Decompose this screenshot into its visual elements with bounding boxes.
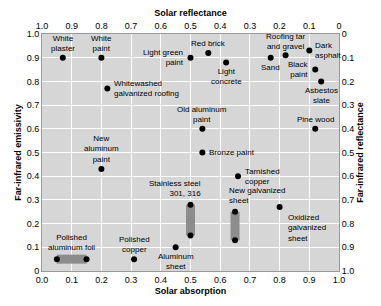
svg-text:0.5: 0.5 [342, 148, 355, 158]
svg-text:0.8: 0.8 [95, 21, 108, 31]
svg-text:0.7: 0.7 [27, 100, 40, 110]
svg-text:Asbestosslate: Asbestosslate [305, 86, 338, 105]
svg-text:New galvanizedsheet: New galvanizedsheet [229, 186, 285, 205]
svg-text:Whitepaint: Whitepaint [91, 34, 112, 53]
svg-text:0.9: 0.9 [27, 53, 40, 63]
svg-text:0.8: 0.8 [342, 219, 355, 229]
svg-text:Lightconcrete: Lightconcrete [211, 67, 242, 86]
svg-text:0.8: 0.8 [27, 77, 40, 87]
svg-text:Far-infrared reflectance: Far-infrared reflectance [355, 102, 365, 203]
svg-text:0.3: 0.3 [244, 21, 257, 31]
svg-text:0.7: 0.7 [125, 21, 138, 31]
svg-text:0.7: 0.7 [342, 195, 355, 205]
svg-text:0.4: 0.4 [27, 171, 40, 181]
svg-text:0.6: 0.6 [155, 21, 168, 31]
svg-text:0.8: 0.8 [273, 275, 286, 285]
svg-text:Bronze paint: Bronze paint [209, 148, 255, 157]
svg-text:1.0: 1.0 [342, 266, 355, 276]
svg-text:Roofing tarand gravel: Roofing tarand gravel [266, 32, 305, 51]
svg-text:0.1: 0.1 [27, 242, 40, 252]
svg-text:0.1: 0.1 [342, 53, 355, 63]
svg-text:0.1: 0.1 [303, 21, 316, 31]
svg-text:0.9: 0.9 [65, 21, 78, 31]
svg-text:1.0: 1.0 [36, 21, 49, 31]
svg-text:0.7: 0.7 [244, 275, 257, 285]
svg-text:Pine wood: Pine wood [297, 115, 334, 124]
svg-text:Red brick: Red brick [191, 39, 226, 48]
svg-text:Polishedaluminum foil: Polishedaluminum foil [48, 233, 95, 252]
svg-text:0.2: 0.2 [273, 21, 286, 31]
svg-text:0: 0 [342, 29, 347, 39]
svg-text:Stainless steel301, 316: Stainless steel301, 316 [149, 179, 201, 198]
svg-text:Whiteplaster: Whiteplaster [51, 34, 75, 53]
svg-text:Far-infrared emissivity: Far-infrared emissivity [13, 104, 23, 201]
svg-text:0.3: 0.3 [342, 100, 355, 110]
svg-text:Old aluminumpaint: Old aluminumpaint [177, 105, 227, 124]
svg-text:Solar reflectance: Solar reflectance [154, 8, 227, 18]
svg-text:0.4: 0.4 [342, 124, 355, 134]
svg-text:0: 0 [34, 266, 39, 276]
svg-text:0.6: 0.6 [27, 124, 40, 134]
svg-text:Sand: Sand [261, 63, 280, 72]
svg-text:Aluminumsheet: Aluminumsheet [158, 252, 194, 271]
svg-text:0.9: 0.9 [342, 242, 355, 252]
svg-text:0.4: 0.4 [214, 21, 227, 31]
svg-text:0: 0 [336, 21, 341, 31]
svg-text:0.3: 0.3 [27, 195, 40, 205]
svg-text:0.2: 0.2 [95, 275, 108, 285]
svg-text:0.5: 0.5 [27, 148, 40, 158]
svg-text:0.5: 0.5 [184, 275, 197, 285]
svg-text:0.4: 0.4 [155, 275, 168, 285]
svg-text:Oxidizedgalvanizedsheet: Oxidizedgalvanizedsheet [288, 213, 326, 243]
svg-text:Polishedcopper: Polishedcopper [119, 235, 150, 254]
svg-text:0.2: 0.2 [27, 219, 40, 229]
svg-text:Blackpaint: Blackpaint [288, 60, 309, 79]
svg-text:0.3: 0.3 [125, 275, 138, 285]
svg-text:0.1: 0.1 [65, 275, 78, 285]
svg-text:1.0: 1.0 [27, 29, 40, 39]
svg-text:0.2: 0.2 [342, 77, 355, 87]
svg-text:0.6: 0.6 [214, 275, 227, 285]
svg-text:Darkasphalt: Darkasphalt [315, 41, 342, 60]
svg-text:0.9: 0.9 [303, 275, 316, 285]
svg-text:Whitewashedgalvanized roofing: Whitewashedgalvanized roofing [114, 79, 179, 98]
svg-text:1.0: 1.0 [333, 275, 346, 285]
svg-text:0.5: 0.5 [184, 21, 197, 31]
svg-text:Light greenpaint: Light greenpaint [143, 48, 184, 67]
svg-text:Solar absorption: Solar absorption [155, 286, 227, 296]
svg-text:0.0: 0.0 [36, 275, 49, 285]
svg-text:0.6: 0.6 [342, 171, 355, 181]
svg-text:Tarnishedcopper: Tarnishedcopper [245, 167, 280, 186]
svg-text:Newaluminumpaint: Newaluminumpaint [84, 134, 119, 164]
